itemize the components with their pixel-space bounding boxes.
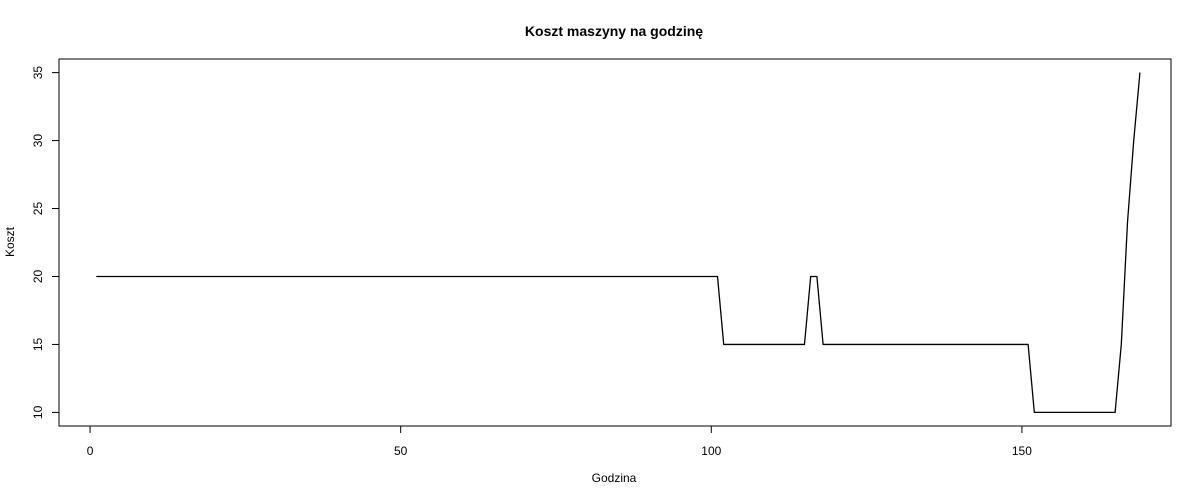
y-tick-label: 30: [31, 134, 45, 148]
plot-frame: [58, 58, 1172, 427]
x-tick-label: 150: [1012, 444, 1032, 458]
x-axis-label: Godzina: [592, 471, 637, 485]
y-axis-label: Koszt: [3, 226, 17, 257]
series-group: [96, 72, 1141, 414]
y-tick-label: 10: [31, 405, 45, 419]
x-tick-label: 50: [394, 444, 408, 458]
y-axis: 10 15 20 25 30 35: [31, 66, 60, 419]
chart-title: Koszt maszyny na godzinę: [525, 23, 703, 39]
x-tick-label: 0: [87, 444, 94, 458]
x-tick-label: 100: [701, 444, 721, 458]
y-tick-label: 35: [31, 66, 45, 80]
x-axis: 0 50 100 150: [87, 425, 1032, 458]
y-tick-label: 20: [31, 269, 45, 283]
y-tick-label: 15: [31, 337, 45, 351]
series-line-0: [96, 72, 1141, 414]
y-tick-label: 25: [31, 202, 45, 216]
